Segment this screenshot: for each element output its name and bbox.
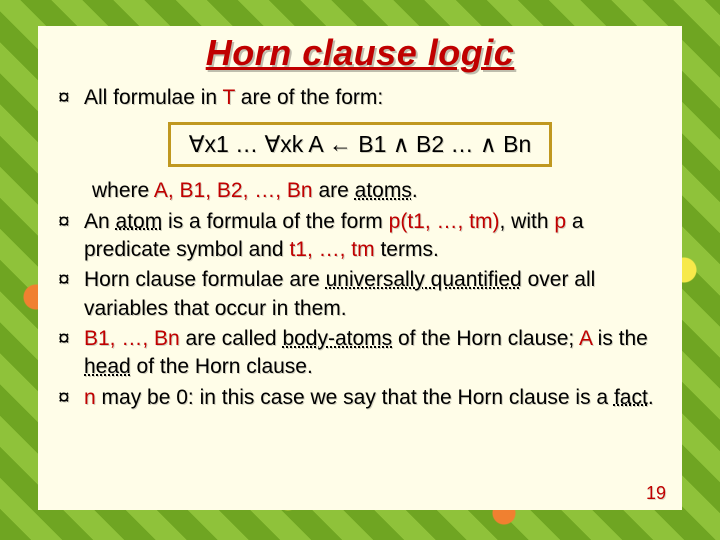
bullet-icon: ¤ (58, 266, 84, 294)
bullet-icon: ¤ (58, 325, 84, 353)
fact-line: ¤ n may be 0: in this case we say that t… (58, 384, 662, 412)
slide-title: Horn clause logic (58, 32, 662, 74)
fact-n: n (84, 386, 96, 409)
ba-p4: of the Horn clause. (131, 355, 313, 378)
ba-p3: is the (592, 327, 648, 350)
where-list: A, B1, B2, …, Bn (154, 179, 313, 202)
where-line: where A, B1, B2, …, Bn are atoms. (92, 177, 662, 205)
uq-word: universally quantified (326, 268, 522, 291)
bullet-icon: ¤ (58, 384, 84, 412)
ba-p1: are called (180, 327, 283, 350)
atom-p1: An (84, 210, 116, 233)
and1: ∧ (386, 131, 416, 157)
ba-head: head (84, 355, 131, 378)
ba-A: A (579, 327, 592, 350)
formula-box: ∀x1 … ∀xk A ← B1 ∧ B2 … ∧ Bn (168, 122, 553, 167)
B2: B2 (416, 131, 444, 157)
intro-prefix: All formulae in (84, 86, 223, 109)
tail: … ∧ (444, 131, 503, 157)
where-atoms: atoms (355, 179, 412, 202)
bullet-icon: ¤ (58, 84, 84, 112)
atom-line: ¤ An atom is a formula of the form p(t1,… (58, 208, 662, 265)
page-number: 19 (646, 483, 666, 504)
ba-list: B1, …, Bn (84, 327, 180, 350)
x1: x1 (204, 131, 228, 157)
bullet-icon: ¤ (58, 208, 84, 236)
fact-end: . (648, 386, 654, 409)
fact-word: fact (614, 386, 648, 409)
where-end: . (412, 179, 418, 202)
uq-p1: Horn clause formulae are (84, 268, 326, 291)
A: A (308, 131, 322, 157)
uq-line: ¤ Horn clause formulae are universally q… (58, 266, 662, 323)
atom-p5: terms. (375, 238, 439, 261)
body-atoms-line: ¤ B1, …, Bn are called body-atoms of the… (58, 325, 662, 382)
content-panel: Horn clause logic ¤ All formulae in T ar… (38, 26, 682, 510)
ba-word: body-atoms (282, 327, 392, 350)
Bn: Bn (503, 131, 531, 157)
forall-2: ∀ (265, 131, 281, 157)
fact-p1: may be 0: in this case we say that the H… (96, 386, 614, 409)
xk: xk (280, 131, 303, 157)
larrow: ← (322, 131, 358, 157)
B1: B1 (358, 131, 386, 157)
intro-line: ¤ All formulae in T are of the form: (58, 84, 662, 112)
ba-body: B1, …, Bn are called body-atoms of the H… (84, 325, 662, 382)
atom-terms: t1, …, tm (289, 238, 374, 261)
atom-form: p(t1, …, tm) (389, 210, 500, 233)
fact-body: n may be 0: in this case we say that the… (84, 384, 662, 412)
forall-1: ∀ (189, 131, 205, 157)
intro-t: T (223, 86, 235, 109)
atom-p3: , with (500, 210, 555, 233)
atom-p2: is a formula of the form (162, 210, 388, 233)
where-prefix: where (92, 179, 154, 202)
intro-body: All formulae in T are of the form: (84, 84, 662, 112)
uq-body: Horn clause formulae are universally qua… (84, 266, 662, 323)
atom-word: atom (116, 210, 163, 233)
atom-p: p (554, 210, 566, 233)
intro-suffix: are of the form: (235, 86, 383, 109)
ell: … (229, 131, 265, 157)
where-mid: are (313, 179, 355, 202)
atom-body: An atom is a formula of the form p(t1, …… (84, 208, 662, 265)
slide: Horn clause logic ¤ All formulae in T ar… (0, 0, 720, 540)
ba-p2: of the Horn clause; (392, 327, 579, 350)
